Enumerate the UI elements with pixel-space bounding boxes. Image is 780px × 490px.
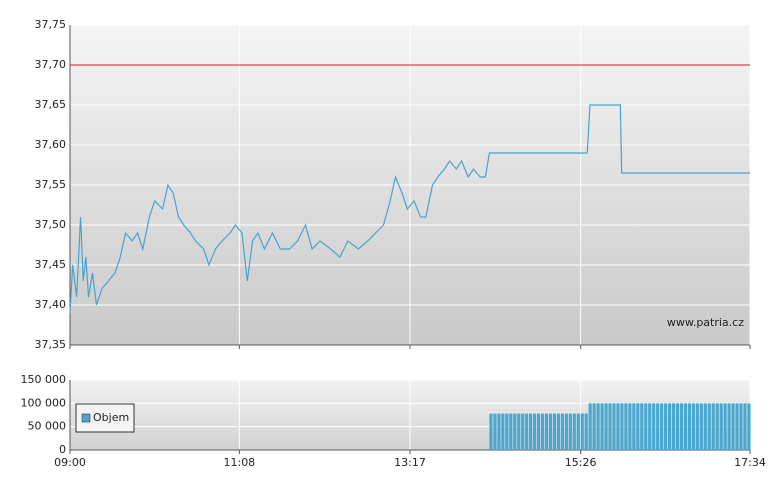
volume-bar xyxy=(604,403,608,450)
volume-bar xyxy=(564,413,568,450)
y-tick-label: 37,40 xyxy=(35,298,67,311)
volume-bar xyxy=(723,403,727,450)
volume-bar xyxy=(743,403,747,450)
x-tick-label: 09:00 xyxy=(54,456,86,469)
y-tick-label: 0 xyxy=(59,443,66,456)
volume-bar xyxy=(580,413,584,450)
volume-bar xyxy=(671,403,676,450)
y-tick-label: 37,65 xyxy=(35,98,67,111)
volume-bar xyxy=(556,413,561,450)
y-tick-label: 37,60 xyxy=(35,138,67,151)
volume-bar xyxy=(596,403,600,450)
y-tick-label: 37,75 xyxy=(35,18,67,31)
volume-bar xyxy=(703,403,707,450)
y-tick-label: 37,70 xyxy=(35,58,67,71)
volume-bar xyxy=(608,403,612,450)
volume-bar xyxy=(537,413,541,450)
volume-bar xyxy=(656,403,660,450)
volume-bar xyxy=(616,403,620,450)
volume-bar xyxy=(644,403,648,450)
volume-bar xyxy=(715,403,719,450)
volume-bar xyxy=(509,413,513,450)
volume-bar xyxy=(501,413,505,450)
y-tick-label: 100 000 xyxy=(21,396,67,409)
volume-bar xyxy=(660,403,664,450)
y-tick-label: 37,55 xyxy=(35,178,67,191)
volume-bar xyxy=(687,403,691,450)
volume-bar xyxy=(683,403,688,450)
y-tick-label: 37,45 xyxy=(35,258,67,271)
volume-bar xyxy=(521,413,525,450)
x-tick-label: 13:17 xyxy=(394,456,426,469)
y-tick-label: 50 000 xyxy=(28,420,67,433)
x-tick-label: 17:34 xyxy=(734,456,766,469)
volume-bar xyxy=(636,403,640,450)
volume-bar xyxy=(632,403,636,450)
volume-bar xyxy=(576,413,580,450)
legend-label: Objem xyxy=(93,411,129,424)
volume-bar xyxy=(612,403,616,450)
volume-bar xyxy=(540,413,545,450)
volume-bar xyxy=(568,413,572,450)
volume-bar xyxy=(572,413,576,450)
volume-bar xyxy=(525,413,529,450)
volume-bar xyxy=(640,403,644,450)
volume-bar xyxy=(544,413,549,450)
volume-bar xyxy=(517,413,521,450)
volume-bar xyxy=(699,403,703,450)
volume-bar xyxy=(664,403,668,450)
volume-bar xyxy=(719,403,723,450)
y-tick-label: 150 000 xyxy=(21,373,67,386)
volume-bar xyxy=(489,413,493,450)
volume-bar xyxy=(675,403,680,450)
x-tick-label: 11:08 xyxy=(223,456,255,469)
volume-bar xyxy=(533,413,537,450)
volume-bar xyxy=(747,403,751,450)
price-line xyxy=(69,104,750,314)
watermark: www.patria.cz xyxy=(667,316,744,329)
volume-bar xyxy=(691,403,695,450)
volume-bar xyxy=(493,413,497,450)
volume-bar xyxy=(739,403,743,450)
volume-bar xyxy=(711,403,715,450)
volume-bar xyxy=(707,403,711,450)
volume-bar xyxy=(529,413,533,450)
volume-bar xyxy=(592,403,596,450)
volume-bar xyxy=(497,413,501,450)
volume-bar xyxy=(628,403,632,450)
volume-bar xyxy=(552,413,557,450)
x-tick-label: 15:26 xyxy=(565,456,597,469)
y-tick-label: 37,50 xyxy=(35,218,67,231)
legend-swatch xyxy=(81,413,91,423)
volume-bar xyxy=(652,403,656,450)
volume-bar xyxy=(735,403,739,450)
volume-bar xyxy=(548,413,553,450)
volume-bar xyxy=(584,413,588,450)
y-tick-label: 37,35 xyxy=(35,338,67,351)
volume-bar xyxy=(648,403,652,450)
volume-bar xyxy=(727,403,731,450)
volume-bar xyxy=(667,403,672,450)
volume-bar xyxy=(588,403,592,450)
volume-bar xyxy=(695,403,699,450)
volume-bar xyxy=(560,413,564,450)
volume-bar xyxy=(679,403,684,450)
volume-bar xyxy=(731,403,735,450)
volume-bar xyxy=(620,403,624,450)
volume-bar xyxy=(513,413,517,450)
volume-bar xyxy=(600,403,604,450)
volume-bar xyxy=(505,413,509,450)
volume-bar xyxy=(624,403,628,450)
